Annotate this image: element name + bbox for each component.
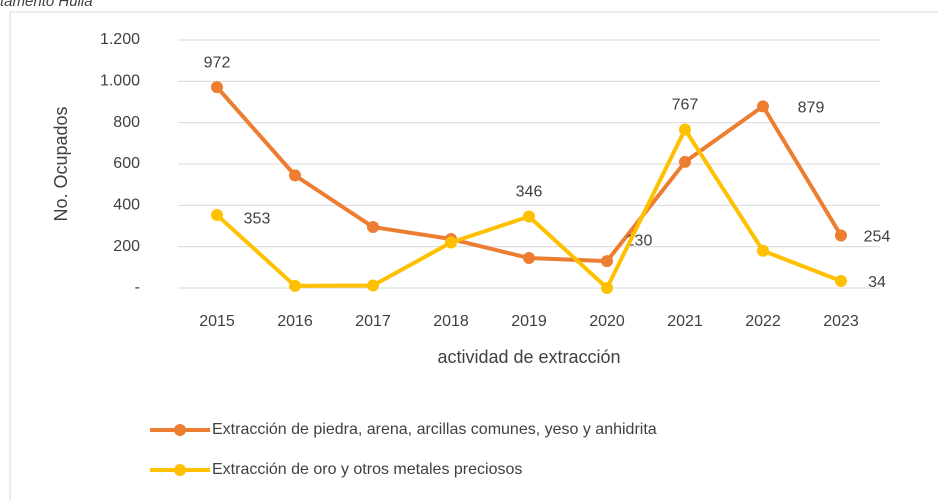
- y-tick-label: 600: [113, 155, 140, 172]
- y-tick-label: 800: [113, 114, 140, 131]
- data-point: [835, 229, 847, 242]
- data-point: [523, 252, 535, 265]
- data-point: [367, 221, 379, 234]
- data-label: 879: [798, 100, 825, 117]
- x-tick-label: 2020: [589, 313, 625, 330]
- data-label: 767: [672, 97, 699, 114]
- chart-title: tamento Huila: [0, 0, 93, 10]
- legend-label: Extracción de oro y otros metales precio…: [212, 461, 522, 478]
- data-label: 34: [868, 274, 886, 291]
- data-point: [679, 123, 691, 136]
- y-tick-label: 1.200: [100, 31, 140, 48]
- data-point: [757, 244, 769, 257]
- y-tick-label: 400: [113, 197, 140, 214]
- data-point: [679, 155, 691, 168]
- x-axis-title: actividad de extracción: [437, 347, 620, 367]
- data-point: [757, 100, 769, 113]
- y-axis-title: No. Ocupados: [51, 106, 71, 221]
- data-point: [601, 282, 613, 294]
- data-point: [445, 236, 457, 249]
- data-label: 346: [516, 184, 543, 201]
- x-tick-label: 2022: [745, 313, 781, 330]
- data-point: [835, 274, 847, 287]
- data-point: [367, 279, 379, 292]
- y-tick-label: 200: [113, 238, 140, 255]
- data-point: [211, 209, 223, 222]
- x-tick-label: 2017: [355, 313, 391, 330]
- x-tick-label: 2021: [667, 313, 703, 330]
- x-tick-label: 2015: [199, 313, 235, 330]
- x-tick-label: 2019: [511, 313, 547, 330]
- data-label: 254: [864, 229, 891, 246]
- data-point: [289, 169, 301, 182]
- data-point: [211, 81, 223, 94]
- data-point: [523, 210, 535, 223]
- x-tick-label: 2023: [823, 313, 859, 330]
- x-tick-label: 2016: [277, 313, 313, 330]
- legend-label: Extracción de piedra, arena, arcillas co…: [212, 421, 657, 438]
- series-line: [215, 127, 842, 290]
- y-tick-label: 1.000: [100, 73, 140, 90]
- legend-marker: [174, 464, 186, 476]
- data-label: 972: [204, 54, 231, 71]
- data-label: 353: [244, 210, 271, 227]
- y-tick-label: -: [135, 279, 140, 296]
- chart-frame: [9, 11, 938, 501]
- legend-marker: [174, 424, 186, 436]
- series-line: [215, 85, 843, 264]
- x-tick-label: 2018: [433, 313, 469, 330]
- data-point: [601, 255, 613, 268]
- data-point: [289, 279, 301, 292]
